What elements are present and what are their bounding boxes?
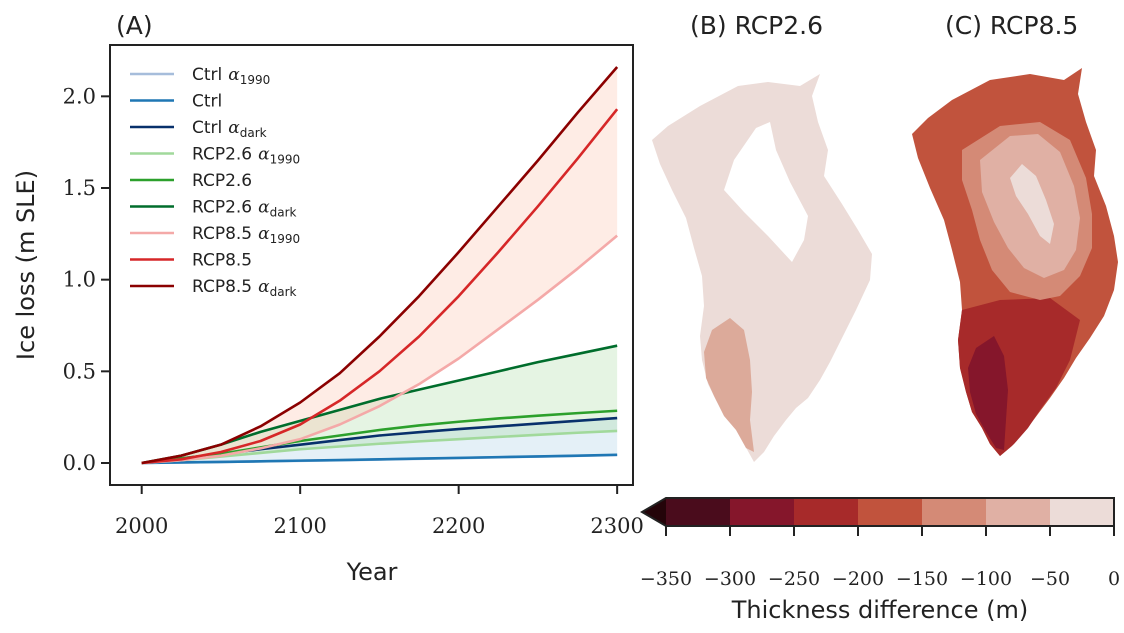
- legend-label: Ctrl α1990: [192, 65, 270, 87]
- legend-entry: RCP8.5 αdark: [130, 277, 297, 299]
- y-axis-ticks: 0.0 0.5 1.0 1.5 2.0: [63, 84, 110, 475]
- legend: Ctrl α1990 Ctrl Ctrl αdark RCP2.6 α1990 RCP2.6 R…: [130, 65, 300, 299]
- map-rcp26-south-zone: [704, 318, 754, 452]
- series-lines: [141, 66, 619, 465]
- legend-entry: RCP2.6 αdark: [130, 198, 297, 220]
- series-line-4: [141, 409, 618, 465]
- series-line-6: [141, 234, 618, 465]
- legend-label: RCP2.6 αdark: [192, 198, 297, 220]
- legend-label: RCP2.6: [192, 171, 252, 191]
- legend-label: RCP8.5: [192, 251, 252, 271]
- colorbar-segment: [922, 498, 987, 526]
- colorbar-tick-label: −50: [1030, 568, 1070, 590]
- legend-entry: RCP2.6 α1990: [130, 145, 300, 167]
- y-tick-label: 0.5: [63, 359, 96, 383]
- legend-entry: RCP8.5 α1990: [130, 224, 300, 246]
- panel-a-label: (A): [116, 11, 153, 40]
- legend-label: RCP2.6 α1990: [192, 145, 300, 167]
- series-line-8: [141, 66, 619, 465]
- legend-label: RCP8.5 αdark: [192, 277, 297, 299]
- y-tick-label: 1.0: [63, 268, 96, 292]
- colorbar-tick-label: −250: [768, 568, 820, 590]
- x-axis-ticks: 2000 2100 2200 2300: [115, 485, 644, 538]
- x-tick-label: 2000: [115, 514, 168, 538]
- colorbar-tick-label: −150: [896, 568, 948, 590]
- ice-loss-plot: 2000 2100 2200 2300 0.0 0.5 1.0 1.5 2.0 Year Ic…: [12, 44, 644, 586]
- x-axis-label: Year: [346, 558, 398, 586]
- y-axis-label: Ice loss (m SLE): [12, 170, 40, 360]
- series-line-1: [141, 453, 618, 465]
- colorbar-segment: [858, 498, 923, 526]
- map-rcp26-interior: [724, 122, 808, 262]
- legend-entry: Ctrl αdark: [130, 118, 267, 140]
- colorbar-tick-label: −100: [960, 568, 1012, 590]
- legend-label: Ctrl αdark: [192, 118, 267, 140]
- y-tick-label: 2.0: [63, 84, 96, 108]
- colorbar-segment: [1050, 498, 1115, 526]
- colorbar-segment: [986, 498, 1051, 526]
- map-rcp85-core: [1010, 164, 1054, 244]
- x-tick-label: 2300: [590, 514, 643, 538]
- series-line-7: [141, 108, 619, 465]
- colorbar-segment: [794, 498, 859, 526]
- plot-frame: [109, 44, 634, 486]
- colorbar-segment: [666, 498, 731, 526]
- legend-entry: Ctrl: [130, 92, 222, 112]
- greenland-map-rcp85: [912, 68, 1118, 456]
- legend-label: Ctrl: [192, 92, 222, 112]
- greenland-map-rcp26: [652, 74, 872, 462]
- colorbar-tick-label: −200: [832, 568, 884, 590]
- legend-entry: RCP8.5: [130, 251, 252, 271]
- colorbar-extend-arrow: [642, 498, 666, 526]
- y-tick-label: 1.5: [63, 176, 96, 200]
- band-2: [141, 67, 618, 463]
- colorbar-frame: [640, 497, 1115, 527]
- x-tick-label: 2200: [432, 514, 485, 538]
- y-tick-label: 0.0: [63, 451, 96, 475]
- colorbar-label: Thickness difference (m): [731, 596, 1028, 624]
- x-tick-label: 2100: [273, 514, 326, 538]
- map-rcp85-tip: [968, 336, 1008, 450]
- band-1: [141, 345, 618, 463]
- legend-label: RCP8.5 α1990: [192, 224, 300, 246]
- legend-entry: Ctrl α1990: [130, 65, 270, 87]
- colorbar-segment: [730, 498, 795, 526]
- colorbar-tick-label: −300: [704, 568, 756, 590]
- colorbar-tick-label: −350: [640, 568, 692, 590]
- legend-entry: RCP2.6: [130, 171, 252, 191]
- colorbar-tick-label: 0: [1108, 568, 1120, 590]
- colorbar: −350 −300 −250 −200 −150 −100 −50 0: [640, 497, 1120, 590]
- panel-b-label: (B) RCP2.6: [690, 11, 823, 40]
- panel-c-label: (C) RCP8.5: [945, 11, 1078, 40]
